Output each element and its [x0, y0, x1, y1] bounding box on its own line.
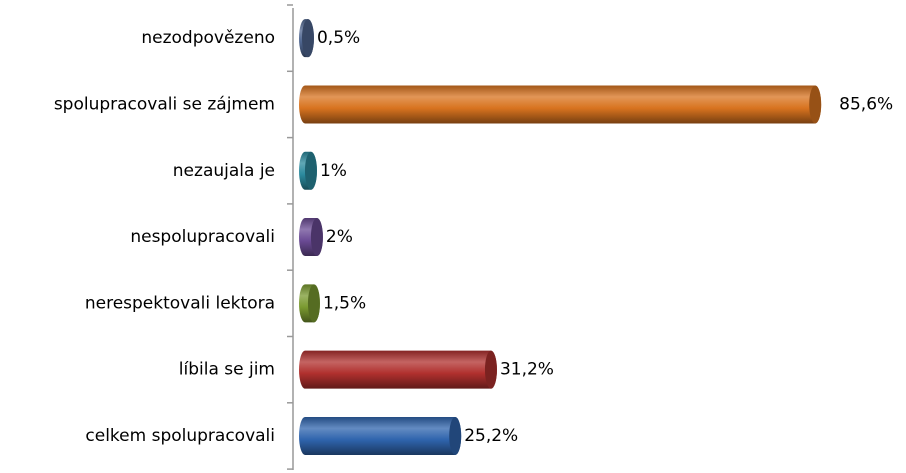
- bar-cap: [809, 85, 822, 124]
- value-label: 31,2%: [500, 360, 554, 380]
- category-label: nespolupracovali: [130, 227, 275, 247]
- bar-cap: [301, 19, 314, 58]
- category-label: nezaujala je: [173, 161, 275, 181]
- category-label: celkem spolupracovali: [85, 426, 275, 446]
- value-label: 1%: [320, 161, 347, 181]
- bar: [299, 350, 497, 389]
- bar: [299, 85, 822, 124]
- bar-cap: [484, 350, 497, 389]
- bar-cap: [310, 218, 323, 257]
- bar-cap: [304, 151, 317, 190]
- bar-cap: [307, 284, 320, 323]
- value-label: 85,6%: [839, 94, 893, 114]
- value-label: 25,2%: [464, 426, 518, 446]
- value-label: 0,5%: [317, 28, 360, 48]
- value-label: 1,5%: [323, 293, 366, 313]
- category-label: nezodpovězeno: [141, 28, 275, 48]
- category-label: nerespektovali lektora: [85, 293, 275, 313]
- category-label: líbila se jim: [179, 360, 275, 380]
- bar: [299, 416, 462, 455]
- category-label: spolupracovali se zájmem: [54, 94, 275, 114]
- value-label: 2%: [326, 227, 353, 247]
- bar-cap: [449, 416, 462, 455]
